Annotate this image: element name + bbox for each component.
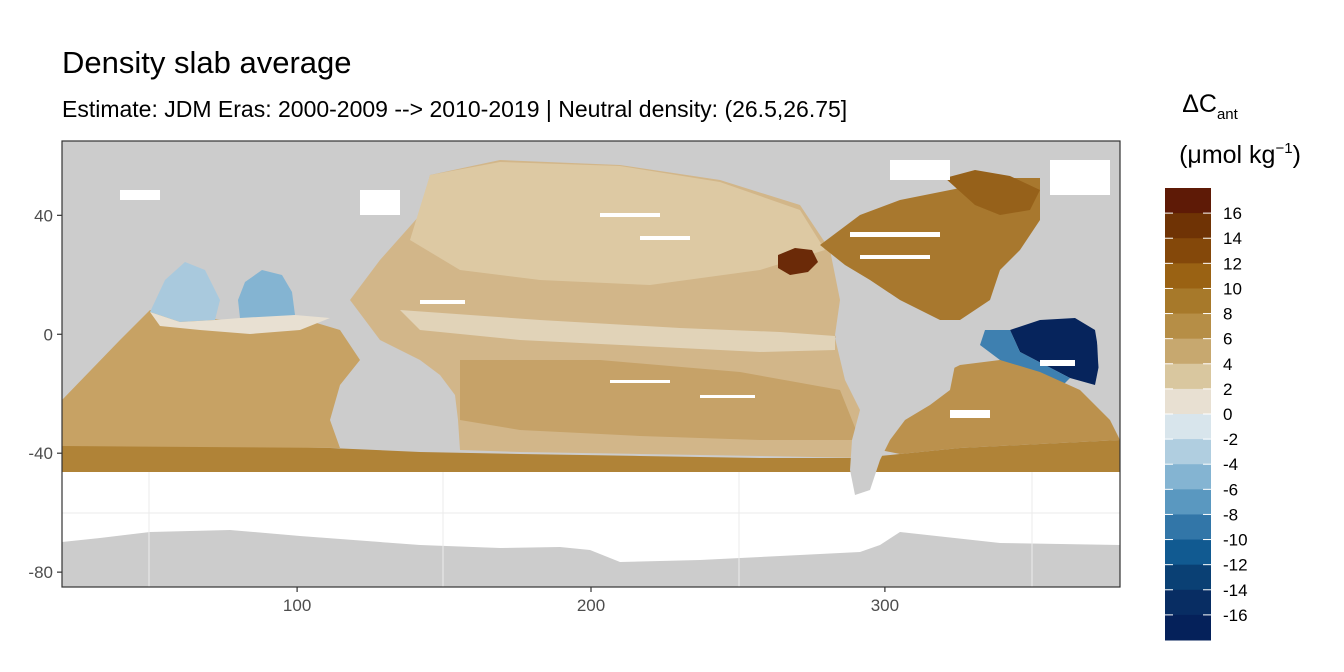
legend-swatch bbox=[1165, 414, 1211, 440]
legend-label: 10 bbox=[1223, 279, 1242, 298]
land-africa bbox=[1095, 295, 1120, 440]
legend-label: -16 bbox=[1223, 606, 1248, 625]
legend-swatch bbox=[1165, 614, 1211, 641]
grid-lines bbox=[62, 472, 1120, 587]
region-tropical-atlantic bbox=[1010, 318, 1100, 385]
region-indian-equator bbox=[150, 312, 330, 334]
legend-swatch bbox=[1165, 338, 1211, 365]
x-tick-label: 300 bbox=[871, 596, 899, 615]
x-axis: 100 200 300 bbox=[283, 587, 899, 615]
land-south-america bbox=[835, 320, 955, 495]
map-panel bbox=[62, 141, 1120, 587]
region-tropical-atlantic-fringe bbox=[980, 330, 1070, 388]
y-tick-label: -40 bbox=[28, 444, 53, 463]
nodata-speckles bbox=[120, 160, 1110, 418]
y-tick-label: 0 bbox=[44, 325, 53, 344]
chart-subtitle: Estimate: JDM Eras: 2000-2009 --> 2010-2… bbox=[62, 96, 847, 122]
legend-swatch bbox=[1165, 313, 1211, 340]
legend-swatch bbox=[1165, 564, 1211, 591]
legend-label: 6 bbox=[1223, 330, 1232, 349]
legend-label: 8 bbox=[1223, 305, 1232, 324]
legend-label: -10 bbox=[1223, 531, 1248, 550]
region-equatorial-pacific bbox=[400, 310, 835, 352]
region-labrador bbox=[945, 170, 1040, 215]
legend-label: 16 bbox=[1223, 204, 1242, 223]
legend-label: 0 bbox=[1223, 405, 1232, 424]
legend-swatch bbox=[1165, 263, 1211, 289]
legend-label: 14 bbox=[1223, 229, 1242, 248]
legend: ΔCant (μmol kg−1) 16 14 12 10 8 6 4 2 0 -2 -4 -6 -8 -… bbox=[1165, 90, 1301, 641]
legend-label: 2 bbox=[1223, 380, 1232, 399]
legend-label: 12 bbox=[1223, 254, 1242, 273]
x-tick-label: 200 bbox=[577, 596, 605, 615]
region-bay-of-bengal bbox=[238, 270, 295, 320]
legend-units: (μmol kg−1) bbox=[1179, 140, 1301, 169]
legend-swatch bbox=[1165, 514, 1211, 541]
legend-swatch bbox=[1165, 439, 1211, 465]
x-tick-label: 100 bbox=[283, 596, 311, 615]
legend-swatch bbox=[1165, 188, 1211, 214]
land-australia bbox=[340, 355, 458, 448]
legend-swatch bbox=[1165, 489, 1211, 515]
region-arabian-sea bbox=[150, 262, 220, 322]
legend-swatch bbox=[1165, 213, 1211, 239]
legend-label: 4 bbox=[1223, 355, 1232, 374]
y-axis: 40 0 -40 -80 bbox=[28, 206, 62, 582]
legend-label: -6 bbox=[1223, 480, 1238, 499]
region-north-atlantic bbox=[820, 178, 1040, 320]
legend-colorbar bbox=[1165, 188, 1211, 641]
y-tick-label: 40 bbox=[34, 206, 53, 225]
legend-label: -4 bbox=[1223, 455, 1238, 474]
region-mediterranean bbox=[778, 248, 818, 275]
legend-swatch bbox=[1165, 464, 1211, 490]
legend-swatch bbox=[1165, 539, 1211, 566]
legend-label: -8 bbox=[1223, 505, 1238, 524]
region-south-pacific bbox=[460, 360, 860, 440]
legend-label: -12 bbox=[1223, 556, 1248, 575]
legend-swatch bbox=[1165, 363, 1211, 390]
legend-title: ΔCant bbox=[1182, 90, 1238, 123]
legend-swatch bbox=[1165, 238, 1211, 264]
legend-label: -2 bbox=[1223, 430, 1238, 449]
legend-labels: 16 14 12 10 8 6 4 2 0 -2 -4 -6 -8 -10 -12 -14 -16 bbox=[1165, 204, 1248, 625]
legend-label: -14 bbox=[1223, 581, 1248, 600]
legend-swatch bbox=[1165, 589, 1211, 616]
legend-swatch bbox=[1165, 388, 1211, 415]
region-north-pacific bbox=[410, 162, 825, 285]
region-indian-ocean bbox=[62, 310, 360, 448]
legend-swatch bbox=[1165, 288, 1211, 315]
y-tick-label: -80 bbox=[28, 563, 53, 582]
chart-title: Density slab average bbox=[62, 45, 352, 80]
